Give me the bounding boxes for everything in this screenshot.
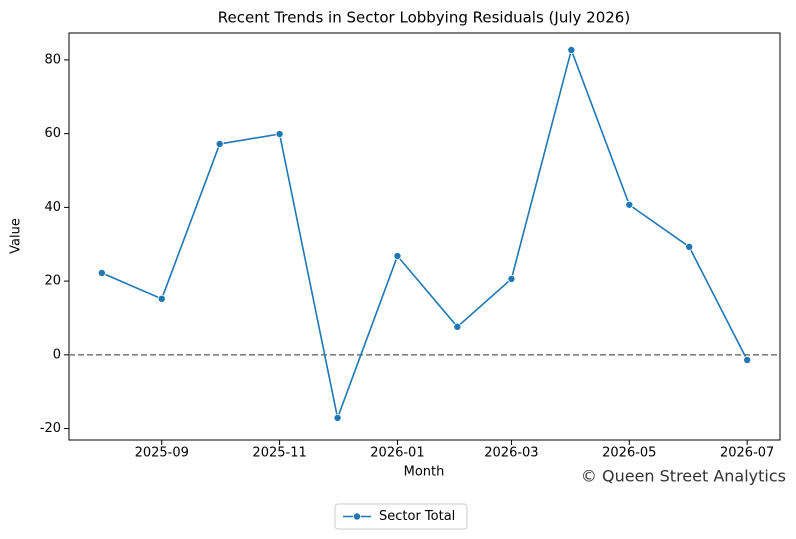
x-tick-label: 2026-01 [370,446,424,461]
x-tick-label: 2026-07 [720,446,774,461]
legend-label: Sector Total [379,509,455,524]
plot-frame [68,32,781,441]
marker [393,252,402,261]
line [101,47,748,421]
legend-frame [334,503,468,530]
y-tick-label: 20 [44,274,61,289]
y-tick-label: 0 [53,347,61,362]
legend-marker [352,512,361,521]
x-tick-label: 2025-09 [135,446,189,461]
legend: Sector Total [334,503,468,530]
marker [333,413,342,422]
watermark: © Queen Street Analytics [581,467,786,486]
y-tick-label: 60 [44,126,61,141]
marker [215,139,224,148]
y-tick-label: 80 [44,52,61,67]
marker [453,322,462,331]
marker [743,356,752,365]
marker [275,130,284,139]
marker [507,274,516,283]
x-tick-label: 2026-05 [602,446,656,461]
marker [97,268,106,277]
x-tick-label: 2026-03 [484,446,538,461]
marker [157,294,166,303]
chart-title: Recent Trends in Sector Lobbying Residua… [218,9,630,27]
y-tick-label: -20 [40,421,61,436]
marker [625,200,634,209]
x-axis-label: Month [404,465,445,480]
y-tick-label: 40 [44,200,61,215]
marker [685,242,694,251]
y-axis-label: Value [9,218,24,254]
x-tick-label: 2025-11 [252,446,306,461]
marker [567,45,576,54]
